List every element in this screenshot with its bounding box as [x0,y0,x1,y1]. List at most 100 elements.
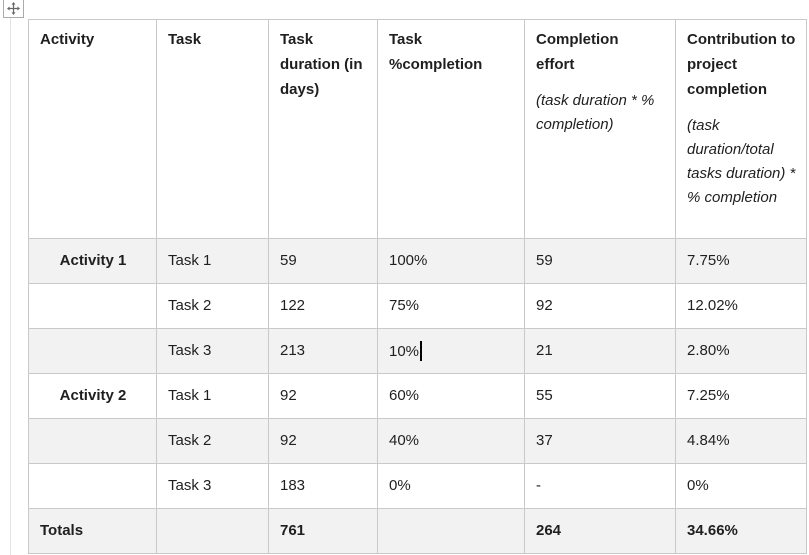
cell-text: Task 3 [168,477,212,494]
cell-text: 34.66% [687,522,738,539]
cell-text: 59 [280,252,297,269]
column-header-formula: (task duration/total tasks duration) * %… [687,117,796,206]
contribution-cell[interactable]: 7.75% [675,238,807,284]
cell-text: 37 [536,432,553,449]
activity-cell[interactable]: Activity 2 [28,373,157,419]
cell-text: 7.75% [687,252,730,269]
margin-guideline [10,18,11,555]
cell-text: 59 [536,252,553,269]
activity-cell[interactable] [28,283,157,329]
contribution-cell[interactable]: 0% [675,463,807,509]
cell-text: 10% [389,342,420,360]
cell-text: Totals [40,522,84,539]
cell-text: 55 [536,387,553,404]
column-header-task[interactable]: Task [156,19,269,239]
cell-text: 92 [280,432,297,449]
cell-text: 761 [280,522,306,539]
cell-text: 0% [389,477,411,494]
table-row-activity1-task1: Activity 1 Task 1 59 100% 59 7.75% [28,238,807,284]
column-header-label: Contribution to project completion [687,31,796,98]
activity-cell[interactable] [28,463,157,509]
cell-text: 92 [280,387,297,404]
table-row-activity1-task2: Task 2 122 75% 92 12.02% [28,283,807,329]
duration-cell[interactable]: 183 [268,463,378,509]
contribution-cell[interactable]: 12.02% [675,283,807,329]
task-cell[interactable]: Task 3 [156,328,269,374]
totals-label-cell[interactable]: Totals [28,508,157,554]
cell-text: Task 3 [168,342,212,359]
duration-cell[interactable]: 92 [268,373,378,419]
cell-text: 21 [536,342,553,359]
cell-text: 12.02% [687,297,738,314]
duration-cell[interactable]: 92 [268,418,378,464]
totals-effort-cell[interactable]: 264 [524,508,676,554]
column-header-label: Task [168,31,202,48]
duration-cell[interactable]: 59 [268,238,378,284]
contribution-cell[interactable]: 4.84% [675,418,807,464]
task-cell[interactable]: Task 2 [156,418,269,464]
cell-text: 60% [389,387,420,404]
table-row-activity2-task3: Task 3 183 0% - 0% [28,463,807,509]
table-row-activity2-task2: Task 2 92 40% 37 4.84% [28,418,807,464]
cell-text: 40% [389,432,420,449]
cell-text: 75% [389,297,420,314]
task-cell[interactable]: Task 1 [156,238,269,284]
totals-task-cell[interactable] [156,508,269,554]
move-icon [7,2,20,15]
cell-text: Task 1 [168,387,212,404]
cell-text: 122 [280,297,306,314]
task-cell[interactable]: Task 2 [156,283,269,329]
totals-row: Totals 761 264 34.66% [28,508,807,554]
table-move-handle[interactable] [3,0,24,18]
cell-text: Task 2 [168,432,212,449]
cell-text: 213 [280,342,306,359]
pct-completion-cell[interactable]: 10% [377,328,525,374]
project-completion-table: Activity Task Task duration (in days) Ta… [28,19,807,554]
cell-text: 100% [389,252,428,269]
activity-cell[interactable]: Activity 1 [28,238,157,284]
cell-text: Task 2 [168,297,212,314]
cell-text: Task 1 [168,252,212,269]
cell-text: 92 [536,297,553,314]
column-header-completion-effort[interactable]: Completion effort (task duration * % comp… [524,19,676,239]
contribution-cell[interactable]: 2.80% [675,328,807,374]
task-cell[interactable]: Task 3 [156,463,269,509]
cell-text: Activity 1 [59,252,127,269]
cell-text: Activity 2 [59,387,127,404]
totals-contribution-cell[interactable]: 34.66% [675,508,807,554]
pct-completion-cell[interactable]: 100% [377,238,525,284]
totals-duration-cell[interactable]: 761 [268,508,378,554]
column-header-label: Activity [40,31,95,48]
text-cursor [420,340,422,361]
column-header-label: Task %completion [389,31,483,73]
cell-text: 7.25% [687,387,730,404]
duration-cell[interactable]: 122 [268,283,378,329]
effort-cell[interactable]: 92 [524,283,676,329]
effort-cell[interactable]: 55 [524,373,676,419]
cell-text: 0% [687,477,709,494]
column-header-formula: (task duration * % completion) [536,92,655,133]
column-header-task-duration[interactable]: Task duration (in days) [268,19,378,239]
cell-text: 4.84% [687,432,730,449]
activity-cell[interactable] [28,418,157,464]
column-header-task-pct-completion[interactable]: Task %completion [377,19,525,239]
task-cell[interactable]: Task 1 [156,373,269,419]
header-row: Activity Task Task duration (in days) Ta… [28,19,807,239]
column-header-activity[interactable]: Activity [28,19,157,239]
contribution-cell[interactable]: 7.25% [675,373,807,419]
totals-pct-cell[interactable] [377,508,525,554]
effort-cell[interactable]: - [524,463,676,509]
pct-completion-cell[interactable]: 40% [377,418,525,464]
effort-cell[interactable]: 59 [524,238,676,284]
column-header-contribution[interactable]: Contribution to project completion (task … [675,19,807,239]
pct-completion-cell[interactable]: 75% [377,283,525,329]
cell-text: - [536,477,541,494]
activity-cell[interactable] [28,328,157,374]
effort-cell[interactable]: 21 [524,328,676,374]
pct-completion-cell[interactable]: 0% [377,463,525,509]
effort-cell[interactable]: 37 [524,418,676,464]
duration-cell[interactable]: 213 [268,328,378,374]
pct-completion-cell[interactable]: 60% [377,373,525,419]
column-header-label: Completion effort [536,31,619,73]
cell-text: 264 [536,522,562,539]
